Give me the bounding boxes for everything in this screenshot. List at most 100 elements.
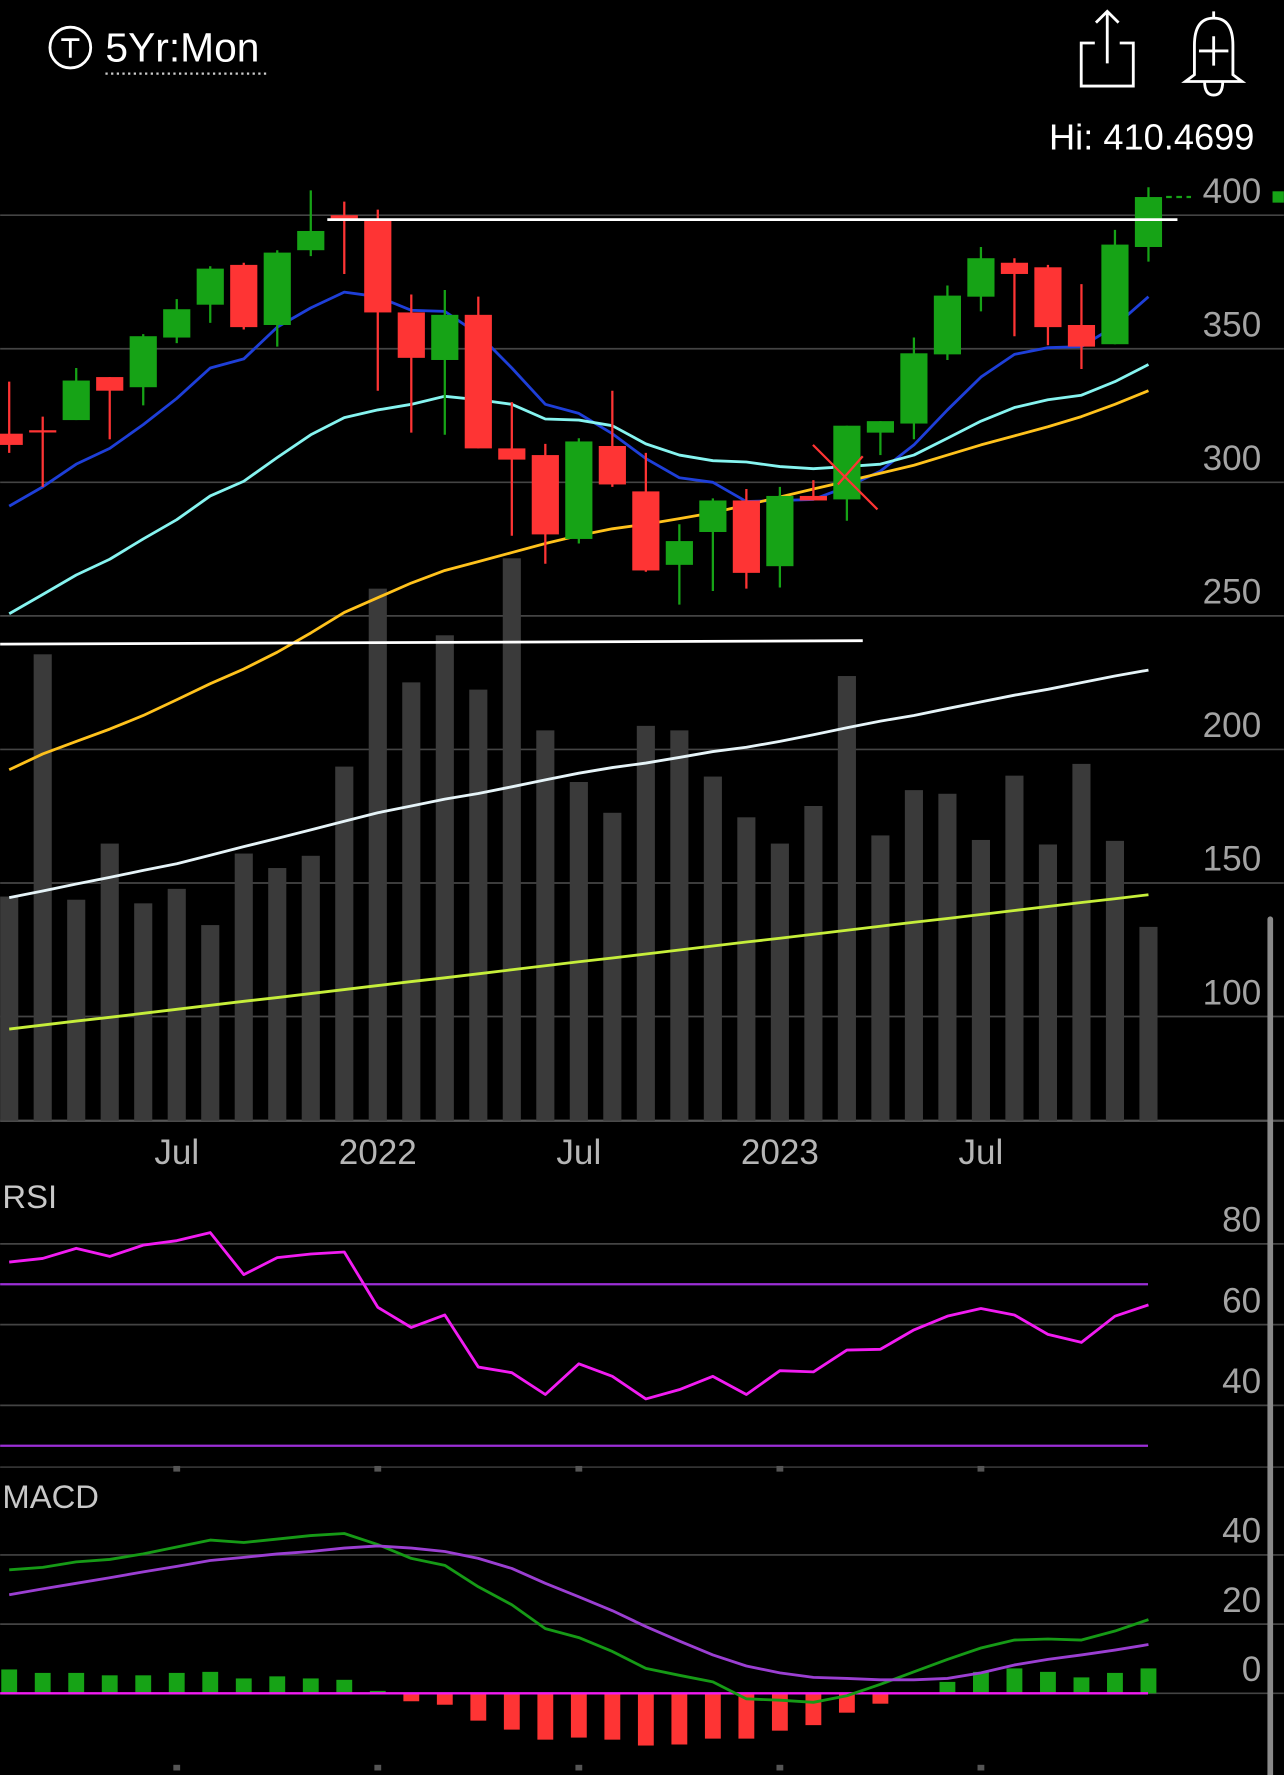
indicator-line xyxy=(9,1532,1149,1704)
x-tick-label: Jul xyxy=(556,1133,601,1172)
indicator-line xyxy=(8,290,1150,508)
candle-body xyxy=(498,448,526,460)
candle-body xyxy=(29,430,57,433)
y-tick-label: 300 xyxy=(1203,439,1262,478)
volume-bar xyxy=(636,725,655,1121)
histogram-bar xyxy=(135,1675,152,1694)
histogram-bar xyxy=(235,1678,252,1694)
histogram-bar xyxy=(101,1675,118,1694)
volume-bar xyxy=(201,925,220,1121)
volume-bar xyxy=(871,835,890,1121)
candle-body xyxy=(565,441,593,539)
volume-bar xyxy=(1105,840,1125,1121)
histogram-bar xyxy=(369,1690,386,1694)
volume-bar xyxy=(938,793,957,1121)
histogram-bar xyxy=(336,1679,353,1694)
candle-body xyxy=(96,377,124,391)
y-tick-label: 20 xyxy=(1222,1581,1261,1620)
x-tick-mark xyxy=(374,1465,382,1472)
candle-body xyxy=(397,312,425,358)
histogram-bar xyxy=(838,1693,855,1713)
x-tick-mark xyxy=(374,1764,382,1771)
candle-body xyxy=(1101,244,1129,345)
candle-body xyxy=(464,314,492,449)
histogram-bar xyxy=(637,1693,654,1746)
candle-body xyxy=(230,264,258,328)
volume-bar xyxy=(536,730,555,1121)
histogram-bar xyxy=(202,1671,219,1694)
histogram-bar xyxy=(470,1693,487,1721)
candle-body xyxy=(766,495,794,567)
alert-button[interactable] xyxy=(1181,11,1247,97)
candle-body xyxy=(62,380,90,421)
candle-body xyxy=(632,491,660,571)
histogram-bar xyxy=(973,1671,989,1694)
ticker-icon[interactable] xyxy=(48,25,93,70)
volume-bar xyxy=(971,839,990,1121)
volume-bar xyxy=(435,635,454,1121)
volume-bar xyxy=(502,558,521,1121)
trendline-drawing[interactable] xyxy=(0,639,863,646)
y-tick-label: 150 xyxy=(1203,840,1262,879)
histogram-bar xyxy=(704,1693,721,1739)
candle-body xyxy=(129,336,157,388)
candle-body xyxy=(1000,262,1029,274)
x-tick-mark xyxy=(173,1465,181,1472)
indicator-line xyxy=(9,1231,1149,1401)
histogram-bar xyxy=(604,1693,621,1740)
volume-bar xyxy=(1038,844,1057,1121)
y-tick-label: 200 xyxy=(1203,706,1262,745)
volume-bar xyxy=(1139,926,1158,1121)
y-tick-label: 250 xyxy=(1203,573,1262,612)
candle-body xyxy=(866,421,894,433)
volume-bar xyxy=(837,676,856,1121)
volume-bar xyxy=(335,766,354,1121)
histogram-bar xyxy=(1,1669,18,1694)
y-tick-label: 60 xyxy=(1222,1281,1261,1320)
y-tick-label: 100 xyxy=(1203,973,1262,1012)
period-selector[interactable]: 5Yr:Mon xyxy=(105,25,259,71)
histogram-bar xyxy=(872,1693,889,1704)
histogram-bar xyxy=(34,1672,51,1694)
histogram-bar xyxy=(68,1672,85,1694)
cross-drawing[interactable] xyxy=(836,455,864,486)
histogram-bar xyxy=(1107,1672,1123,1694)
histogram-bar xyxy=(805,1693,822,1726)
volume-bar xyxy=(167,888,186,1121)
x-tick-mark xyxy=(977,1465,985,1472)
y-tick-label: 80 xyxy=(1222,1201,1261,1240)
last-price-marker xyxy=(1272,191,1284,203)
volume-bar xyxy=(469,689,488,1121)
histogram-bar xyxy=(771,1693,788,1731)
candle-body xyxy=(0,433,23,445)
candle-body xyxy=(967,258,995,297)
x-tick-mark xyxy=(173,1764,181,1771)
share-button[interactable] xyxy=(1079,9,1135,88)
x-tick-mark xyxy=(575,1465,583,1472)
x-tick-mark xyxy=(575,1764,583,1771)
volume-bar xyxy=(737,817,756,1121)
panel-title: RSI xyxy=(2,1178,57,1215)
volume-bar xyxy=(234,853,253,1121)
histogram-bar xyxy=(269,1676,286,1694)
histogram-bar xyxy=(1006,1668,1023,1694)
x-tick-label: Jul xyxy=(154,1133,199,1172)
x-tick-label: 2023 xyxy=(741,1133,819,1172)
y-tick-label: 400 xyxy=(1203,172,1262,211)
candle-body xyxy=(431,314,459,360)
histogram-bar xyxy=(503,1693,520,1730)
candle-body xyxy=(799,495,827,501)
volume-bar xyxy=(1072,763,1091,1121)
y-tick-label: 350 xyxy=(1203,305,1262,344)
volume-bar xyxy=(1005,775,1024,1121)
volume-bar xyxy=(402,682,421,1121)
y-tick-label: 40 xyxy=(1222,1362,1261,1401)
candle-body xyxy=(297,230,325,251)
candle-body xyxy=(1067,324,1096,347)
histogram-bar xyxy=(939,1681,956,1694)
volume-bar xyxy=(67,899,86,1121)
volume-bar xyxy=(368,588,387,1121)
candle-body xyxy=(531,455,559,535)
candle-body xyxy=(933,295,962,355)
